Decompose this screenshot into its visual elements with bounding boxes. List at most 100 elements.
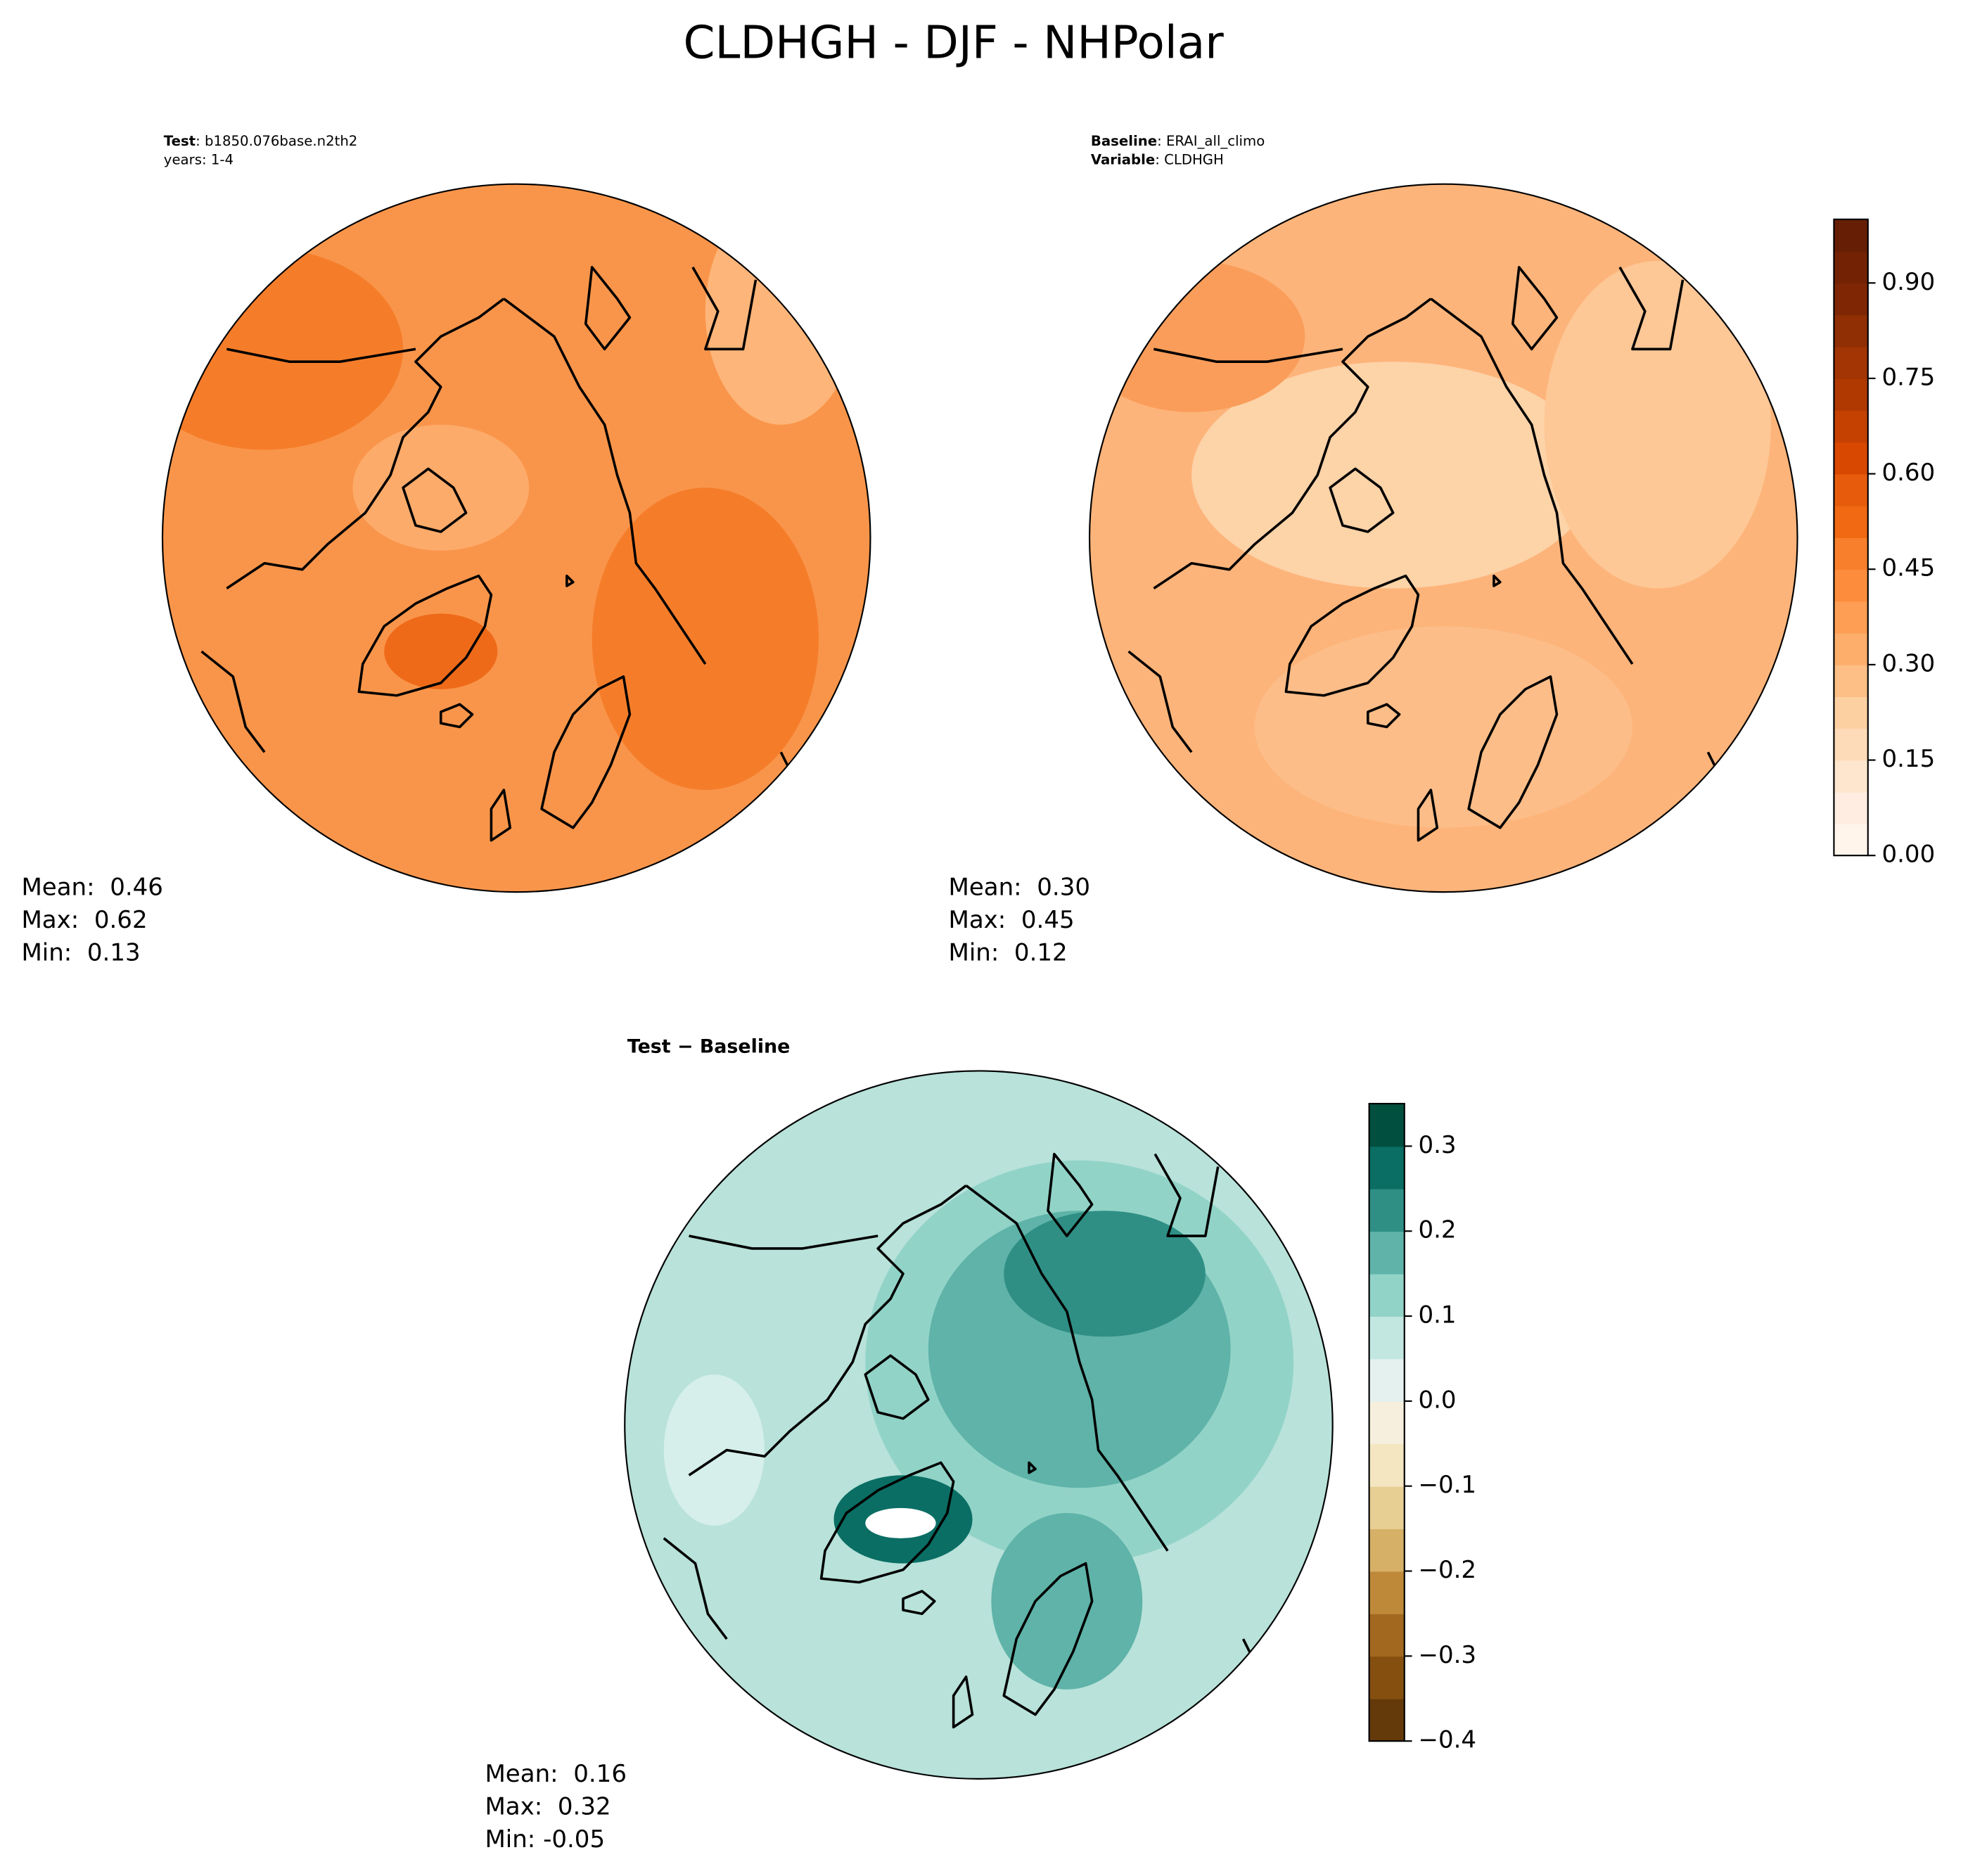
- map-contour: [865, 1507, 936, 1538]
- colorbar-band: [1369, 1656, 1405, 1699]
- colorbar-tick-label: 0.00: [1881, 841, 1935, 869]
- panel-label: Variable: CLDHGH: [1091, 151, 1224, 167]
- colorbar-band: [1834, 569, 1868, 602]
- colorbar-band: [1834, 696, 1868, 729]
- stat-text: Mean: 0.16: [485, 1760, 627, 1788]
- panel-label-bold: Test − Baseline: [627, 1035, 791, 1057]
- colorbar-band: [1834, 251, 1868, 284]
- colorbar-tick-label: 0.1: [1418, 1301, 1456, 1329]
- colorbar-band: [1834, 632, 1868, 665]
- map-contour: [592, 487, 819, 791]
- colorbar-band: [1834, 410, 1868, 443]
- colorbar-band: [1834, 473, 1868, 506]
- map-contour: [1004, 1211, 1206, 1337]
- colorbar-band: [1834, 728, 1868, 761]
- colorbar-band: [1834, 442, 1868, 475]
- colorbar-tick-label: −0.4: [1418, 1726, 1476, 1754]
- map-border: [1088, 183, 1798, 893]
- colorbar-tick-label: −0.3: [1418, 1641, 1476, 1669]
- colorbar-band: [1369, 1146, 1405, 1189]
- colorbar-band: [1834, 314, 1868, 347]
- stat-text: Max: 0.45: [948, 906, 1074, 934]
- stat-text: Min: 0.13: [21, 938, 140, 966]
- colorbar-band: [1369, 1358, 1405, 1402]
- colorbar-band: [1369, 1273, 1405, 1317]
- panel: Test: b1850.076base.n2th2 years: 1-4 Mean:…: [21, 132, 871, 966]
- colorbar-frame: [1368, 1102, 1405, 1742]
- colorbar-band: [1834, 823, 1868, 857]
- colorbar-tick-label: 0.75: [1881, 363, 1935, 391]
- panel-label-bold: Variable: [1091, 151, 1155, 167]
- colorbar-band: [1369, 1613, 1405, 1657]
- colorbar-band: [1369, 1316, 1405, 1360]
- colorbar-band: [1369, 1103, 1405, 1147]
- map-contour: [162, 248, 404, 450]
- map-contour: [1544, 260, 1771, 589]
- colorbar-band: [1834, 346, 1868, 379]
- colorbar-band: [1834, 219, 1868, 252]
- colorbar-band: [1369, 1188, 1405, 1232]
- stat-text: Min: -0.05: [485, 1825, 605, 1853]
- map: [162, 184, 871, 893]
- panel-label-bold: Baseline: [1091, 132, 1157, 148]
- map-contour: [705, 198, 857, 425]
- colorbar-band: [1834, 378, 1868, 411]
- figure-title: CLDHGH - DJF - NHPolar: [684, 16, 1225, 69]
- colorbar-band: [1834, 664, 1868, 698]
- colorbar-band: [1369, 1698, 1405, 1742]
- panel-label-bold: Test: [164, 132, 196, 148]
- panel: Test − Baseline Mean: 0.16 Max: 0.32 Min: -…: [485, 1035, 1476, 1853]
- map-contour: [663, 1374, 765, 1526]
- panel-label-text: : CLDHGH: [1155, 151, 1224, 167]
- colorbar-tick-label: 0.90: [1881, 268, 1935, 296]
- colorbar-band: [1369, 1486, 1405, 1529]
- colorbar-tick-label: 0.3: [1418, 1131, 1456, 1159]
- map: [625, 1071, 1333, 1779]
- colorbar-tick-label: 0.2: [1418, 1216, 1456, 1244]
- map-contour: [1191, 362, 1595, 589]
- stat-text: Mean: 0.30: [948, 873, 1090, 901]
- colorbar-tick-label: 0.45: [1881, 554, 1935, 582]
- colorbar-tick-label: 0.15: [1881, 745, 1935, 773]
- colorbar-tick-label: 0.0: [1418, 1386, 1456, 1414]
- map: [1089, 184, 1798, 893]
- stat-text: Mean: 0.46: [21, 873, 163, 901]
- stat-text: Max: 0.62: [21, 906, 147, 934]
- panel-label-text: years: 1-4: [164, 151, 234, 167]
- colorbar-tick-label: −0.2: [1418, 1556, 1476, 1584]
- colorbar-band: [1834, 601, 1868, 634]
- colorbar-band: [1834, 791, 1868, 824]
- panel-label: Baseline: ERAI_all_climo: [1091, 132, 1265, 148]
- panel-label-text: : ERAI_all_climo: [1157, 132, 1265, 148]
- map-border: [161, 183, 871, 893]
- colorbar-tick-label: −0.1: [1418, 1471, 1476, 1499]
- panel-label: Test: b1850.076base.n2th2: [164, 132, 358, 148]
- colorbar: −0.4 −0.3 −0.2 −0.1 0.0 0.1 0.2 0.3: [1368, 1102, 1476, 1754]
- colorbar-tick-label: 0.60: [1881, 459, 1935, 487]
- colorbar-band: [1834, 283, 1868, 316]
- colorbar: 0.00 0.15 0.30 0.45 0.60 0.75 0.90: [1833, 218, 1935, 869]
- map-contour: [1254, 626, 1632, 828]
- colorbar-band: [1834, 760, 1868, 793]
- stat-text: Max: 0.32: [485, 1793, 611, 1821]
- map-border: [624, 1070, 1334, 1780]
- colorbar-frame: [1833, 218, 1869, 857]
- panel-label: Test − Baseline: [627, 1035, 791, 1057]
- colorbar-band: [1369, 1231, 1405, 1275]
- colorbar-band: [1369, 1400, 1405, 1445]
- colorbar-band: [1369, 1571, 1405, 1614]
- map-contour: [384, 613, 498, 689]
- colorbar-tick-label: 0.30: [1881, 649, 1935, 677]
- colorbar-band: [1369, 1529, 1405, 1572]
- stat-text: Min: 0.12: [948, 938, 1067, 966]
- panel-label: years: 1-4: [164, 151, 234, 167]
- colorbar-band: [1834, 505, 1868, 538]
- colorbar-band: [1834, 537, 1868, 570]
- panel-label-text: : b1850.076base.n2th2: [196, 132, 357, 148]
- colorbar-band: [1369, 1443, 1405, 1487]
- map-contour: [991, 1513, 1143, 1690]
- map-contour: [1089, 260, 1305, 412]
